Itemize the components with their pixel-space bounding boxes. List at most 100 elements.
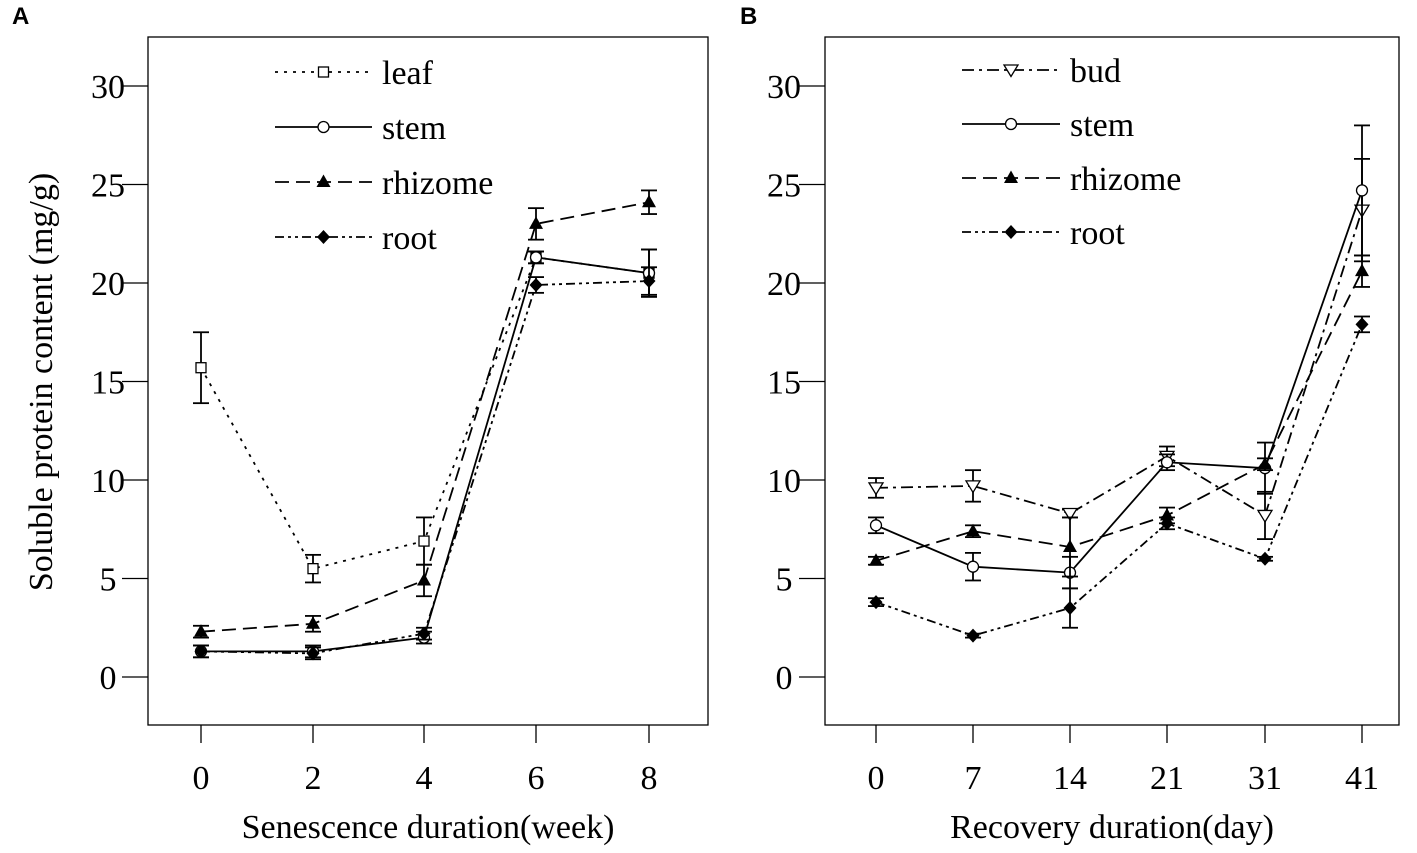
legend-marker-bud xyxy=(1002,64,1020,78)
y-tick-label-a: 0 xyxy=(100,660,117,697)
y-tick-label-a: 25 xyxy=(91,168,125,205)
series-line-stem xyxy=(201,256,650,653)
legend-label-stem: stem xyxy=(1070,107,1134,144)
data-point-leaf xyxy=(307,563,319,575)
data-point-root xyxy=(1355,317,1369,332)
data-point-root xyxy=(869,595,883,610)
legend-entry-leaf-a: leaf xyxy=(275,55,434,92)
x-tick-label-b: 31 xyxy=(1248,760,1282,797)
x-tick-label-a: 6 xyxy=(528,760,545,797)
series-rhizome-b xyxy=(868,254,1370,578)
data-point-bud xyxy=(964,480,982,494)
legend-label-rhizome: rhizome xyxy=(1070,161,1181,198)
y-axis-title: Soluble protein content (mg/g) xyxy=(23,173,60,591)
y-tick-label-b: 5 xyxy=(776,562,793,599)
data-point-rhizome xyxy=(642,194,656,208)
legend-entry-root-a: root xyxy=(275,220,437,257)
legend-marker-stem xyxy=(317,120,330,134)
x-tick-label-b: 0 xyxy=(868,760,885,797)
data-point-stem xyxy=(1160,456,1174,469)
x-tick-label-b: 7 xyxy=(965,760,982,797)
series-line-root xyxy=(200,280,650,655)
y-tick-label-b: 25 xyxy=(767,168,801,205)
series-root-b xyxy=(868,315,1370,643)
legend-label-stem: stem xyxy=(382,110,446,147)
data-point-bud xyxy=(867,482,885,496)
data-point-root xyxy=(1258,551,1272,566)
series-line-rhizome xyxy=(200,201,650,633)
legend-entry-stem-b: stem xyxy=(962,107,1134,144)
data-point-stem xyxy=(529,251,543,264)
legend-marker-leaf xyxy=(317,66,330,78)
series-line-leaf xyxy=(200,256,650,570)
legend-entry-stem-a: stem xyxy=(275,110,446,147)
data-point-root xyxy=(966,628,980,643)
data-point-stem xyxy=(966,560,980,573)
data-point-rhizome xyxy=(966,523,980,537)
data-point-rhizome xyxy=(194,624,208,637)
data-point-stem xyxy=(1355,184,1369,197)
data-point-leaf xyxy=(195,362,207,374)
x-tick-label-b: 41 xyxy=(1345,760,1379,797)
x-tick-label-a: 8 xyxy=(641,760,658,797)
legend-entry-rhizome-b: rhizome xyxy=(962,161,1181,198)
legend-label-root: root xyxy=(1070,215,1125,252)
legend-label-rhizome: rhizome xyxy=(382,165,493,202)
y-tick-label-a: 10 xyxy=(91,463,125,500)
panel-b: 0 5 10 15 20 25 30 0 7 14 21 31 41 Recovery duration(… xyxy=(767,36,1400,846)
data-point-root xyxy=(306,646,320,661)
y-tick-label-a: 20 xyxy=(91,266,125,303)
legend-marker-stem xyxy=(1004,117,1018,131)
data-point-root xyxy=(529,277,543,292)
series-line-bud xyxy=(875,209,1363,517)
data-point-root xyxy=(417,626,431,641)
data-point-bud xyxy=(1256,509,1274,524)
legend-marker-root xyxy=(1004,225,1018,239)
data-point-rhizome xyxy=(1355,263,1369,277)
series-line-stem xyxy=(875,190,1363,574)
data-point-root xyxy=(642,274,656,289)
x-tick-label-a: 2 xyxy=(305,760,322,797)
legend-marker-rhizome xyxy=(316,174,331,187)
legend-marker-root xyxy=(317,230,330,244)
data-point-stem xyxy=(869,519,883,532)
legend-entry-root-b: root xyxy=(962,215,1125,252)
x-tick-label-b: 21 xyxy=(1150,760,1184,797)
series-line-root xyxy=(875,324,1363,637)
data-point-bud xyxy=(1061,507,1079,522)
y-tick-label-a: 5 xyxy=(100,562,117,599)
legend-entry-rhizome-a: rhizome xyxy=(275,165,493,202)
series-root-a xyxy=(193,266,657,661)
series-line-rhizome xyxy=(875,270,1363,562)
y-tick-label-a: 15 xyxy=(91,365,125,402)
y-tick-label-b: 10 xyxy=(767,463,801,500)
data-point-rhizome xyxy=(1258,456,1272,470)
data-point-rhizome xyxy=(306,616,320,629)
legend-label-bud: bud xyxy=(1070,53,1121,90)
data-point-root xyxy=(1063,601,1077,616)
series-leaf-a xyxy=(193,248,657,584)
panel-a: 0 5 10 15 20 25 30 0 2 4 6 8 Senescence duration(wee… xyxy=(91,36,709,846)
data-point-root xyxy=(194,644,208,659)
y-tick-label-b: 0 xyxy=(776,660,793,697)
legend-label-leaf: leaf xyxy=(382,55,434,92)
y-tick-label-a: 30 xyxy=(91,69,125,106)
data-point-rhizome xyxy=(417,572,431,586)
y-tick-label-b: 30 xyxy=(767,69,801,106)
data-point-root xyxy=(1160,516,1174,531)
data-point-leaf xyxy=(418,535,430,547)
y-tick-label-b: 20 xyxy=(767,266,801,303)
series-rhizome-a xyxy=(193,189,657,639)
legend-label-root: root xyxy=(382,220,437,257)
data-point-rhizome xyxy=(529,216,543,229)
panel-label-b: B xyxy=(740,3,757,30)
legend-marker-rhizome xyxy=(1004,170,1018,183)
x-axis-title-b: Recovery duration(day) xyxy=(950,809,1274,846)
data-point-rhizome xyxy=(1063,539,1077,552)
panel-label-a: A xyxy=(12,3,29,30)
x-tick-label-a: 0 xyxy=(193,760,210,797)
y-tick-label-b: 15 xyxy=(767,365,801,402)
x-axis-title-a: Senescence duration(week) xyxy=(242,809,615,846)
legend-entry-bud-b: bud xyxy=(962,53,1121,90)
